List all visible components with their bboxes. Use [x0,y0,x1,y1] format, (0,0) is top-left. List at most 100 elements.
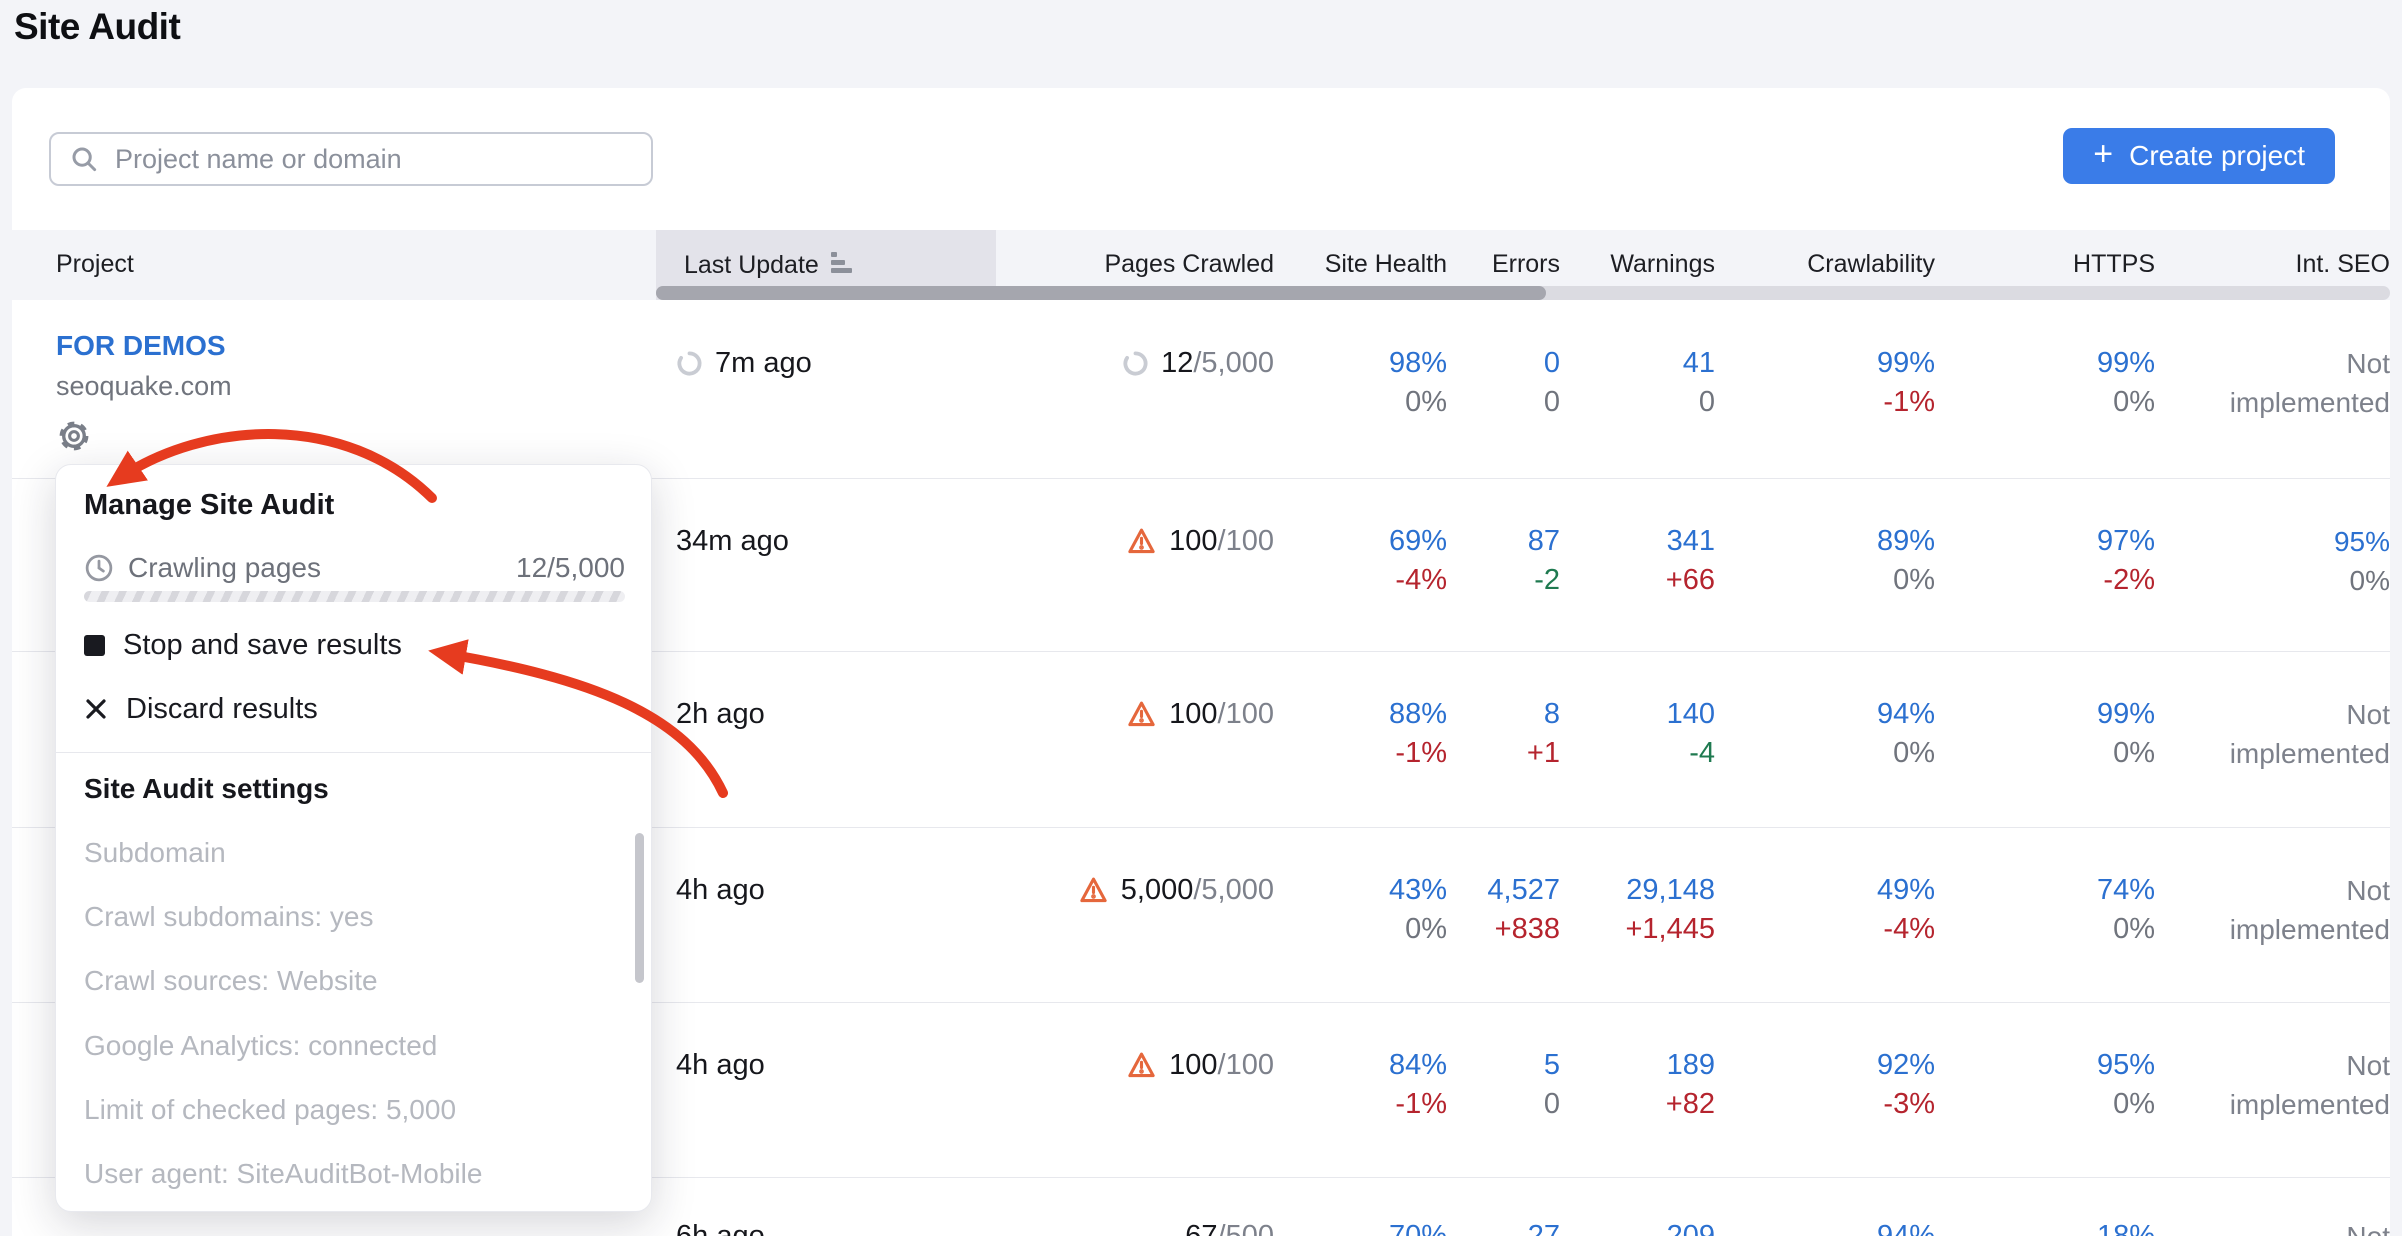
errors-value[interactable]: 27 [1527,1220,1560,1236]
create-project-label: Create project [2129,140,2305,171]
site-health-delta: 0% [1405,913,1447,945]
warnings-delta: +1,445 [1625,913,1715,945]
https-value[interactable]: 18% [2096,1220,2155,1236]
column-header-warnings[interactable]: Warnings [1610,250,1715,278]
warnings-value[interactable]: 29,148 [1626,874,1715,906]
warning-icon [1128,528,1155,554]
discard-results-button[interactable]: Discard results [84,691,318,727]
errors-delta: -2 [1534,564,1560,596]
crawlability-delta: 0% [1893,737,1935,769]
last-update: 4h ago [676,874,765,906]
site-health-delta: 0% [1405,386,1447,418]
site-health-value[interactable]: 70% [1388,1220,1447,1236]
column-header-pages-crawled[interactable]: Pages Crawled [1104,250,1274,278]
pages-total: /500 [1217,1220,1274,1236]
search-input[interactable] [49,132,653,186]
warnings-value[interactable]: 41 [1682,347,1715,379]
int-seo-line1: Not [2346,875,2390,906]
search-input-field[interactable] [113,142,651,176]
pages-total: /100 [1217,1049,1274,1081]
https-value[interactable]: 99% [2096,698,2155,730]
warnings-value[interactable]: 209 [1666,1220,1715,1236]
site-health-value[interactable]: 84% [1388,1049,1447,1081]
site-health-value[interactable]: 88% [1388,698,1447,730]
errors-value[interactable]: 87 [1527,525,1560,557]
https-value[interactable]: 95% [2096,1049,2155,1081]
sort-icon [830,251,854,281]
errors-value[interactable]: 5 [1543,1049,1560,1081]
https-value[interactable]: 99% [2096,347,2155,379]
warnings-delta: -4 [1689,737,1715,769]
https-value[interactable]: 74% [2096,874,2155,906]
errors-value[interactable]: 4,527 [1487,874,1560,906]
int-seo-line1: Not [2346,1050,2390,1081]
https-delta: -2% [2103,564,2155,596]
setting-google-analytics: Google Analytics: connected [84,1030,438,1061]
crawlability-value[interactable]: 49% [1876,874,1935,906]
popup-divider [56,752,651,753]
site-health-value[interactable]: 98% [1388,347,1447,379]
warning-icon [1128,1052,1155,1078]
stop-and-save-button[interactable]: Stop and save results [84,627,402,663]
errors-value[interactable]: 8 [1543,698,1560,730]
int-seo-line1: Not [2158,1217,2390,1236]
https-delta: 0% [2113,737,2155,769]
errors-delta: 0 [1543,1088,1560,1120]
spinner-icon [677,351,702,376]
crawlability-value[interactable]: 94% [1876,698,1935,730]
crawl-progress-bar [84,591,625,602]
project-link[interactable]: FOR DEMOS [56,330,226,361]
horizontal-scrollbar[interactable] [656,286,2390,300]
pages-total: /5,000 [1193,347,1274,379]
crawlability-value[interactable]: 94% [1876,1220,1935,1236]
errors-value[interactable]: 0 [1543,347,1560,379]
horizontal-scrollbar-handle[interactable] [656,286,1546,300]
last-update: 2h ago [676,698,765,730]
int-seo-line1[interactable]: 95% [2333,526,2390,557]
warnings-delta: 0 [1698,386,1715,418]
popup-scrollbar[interactable] [635,833,644,983]
column-header-int-seo[interactable]: Int. SEO [2295,250,2390,278]
int-seo-line2: implemented [2229,738,2390,769]
pages-total: /5,000 [1193,874,1274,906]
pages-done: 100 [1169,1049,1218,1081]
crawlability-value[interactable]: 92% [1876,1049,1935,1081]
crawlability-value[interactable]: 89% [1876,525,1935,557]
last-update: 34m ago [676,525,789,557]
column-header-crawlability[interactable]: Crawlability [1807,250,1935,278]
warning-icon [1128,701,1155,727]
stop-icon [84,634,105,656]
create-project-button[interactable]: + Create project [2063,128,2335,184]
column-header-last-update[interactable]: Last Update [684,250,854,280]
popup-title: Manage Site Audit [84,489,335,521]
warnings-value[interactable]: 189 [1666,1049,1715,1081]
last-update: 7m ago [715,347,812,379]
pages-done: 5,000 [1120,874,1194,906]
column-header-site-health[interactable]: Site Health [1324,250,1447,278]
warnings-value[interactable]: 341 [1666,525,1715,557]
table-row: 2h ago 100/100 88% -1% 8 +1 140 -4 94% 0% 99… [12,651,2390,827]
int-seo-line2: implemented [2229,387,2390,418]
crawlability-delta: -1% [1883,386,1935,418]
discard-results-label: Discard results [126,692,318,725]
crawlability-value[interactable]: 99% [1876,347,1935,379]
int-seo-line2: implemented [2229,914,2390,945]
column-header-project[interactable]: Project [56,250,134,278]
column-header-https[interactable]: HTTPS [2073,250,2155,278]
int-seo-line2: 0% [2349,565,2390,596]
site-health-value[interactable]: 69% [1388,525,1447,557]
int-seo-line2: implemented [2229,1089,2390,1120]
warnings-value[interactable]: 140 [1666,698,1715,730]
gear-icon[interactable] [56,418,92,454]
table-row: FOR DEMOS seoquake.com 7m ago 12/5,000 9… [12,300,2390,478]
https-value[interactable]: 97% [2096,525,2155,557]
crawlability-delta: -3% [1883,1088,1935,1120]
site-health-value[interactable]: 43% [1388,874,1447,906]
column-header-errors[interactable]: Errors [1491,250,1560,278]
last-update: 4h ago [676,1049,765,1081]
setting-user-agent: User agent: SiteAuditBot-Mobile [84,1158,483,1189]
site-health-delta: -1% [1395,737,1447,769]
pages-total: /100 [1217,525,1274,557]
table-row: www.samauticrinjones 6h ago 67/500 70% 2… [12,1177,2390,1236]
